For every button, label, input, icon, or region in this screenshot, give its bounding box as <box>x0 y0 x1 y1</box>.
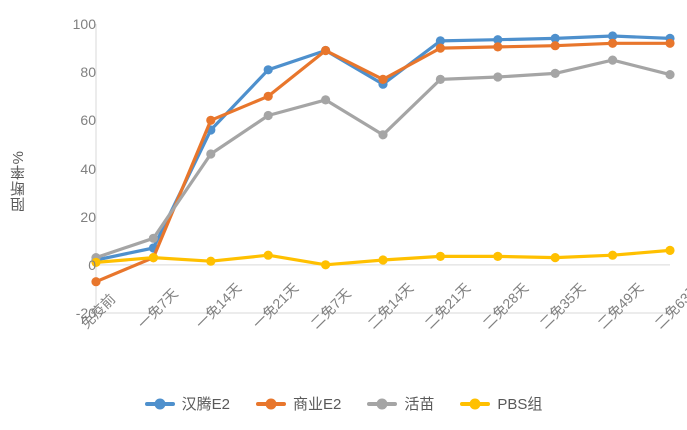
y-axis-tick-label: 40 <box>80 160 96 177</box>
data-point <box>493 72 503 82</box>
data-point <box>321 95 331 105</box>
data-point <box>206 256 216 266</box>
data-point <box>206 149 216 159</box>
data-point <box>550 41 560 51</box>
chart-series <box>91 38 675 287</box>
y-axis-tick-labels: -20 0 20 40 60 80 100 <box>0 0 96 430</box>
data-point <box>148 233 158 243</box>
data-point <box>493 35 503 45</box>
axis-lines <box>95 24 670 314</box>
data-point <box>493 42 503 52</box>
data-point <box>206 115 216 125</box>
legend-item[interactable]: 商业E2 <box>255 393 342 414</box>
legend-swatch <box>367 401 398 406</box>
data-point <box>435 74 445 84</box>
data-point <box>550 253 560 263</box>
legend-swatch <box>460 401 491 406</box>
y-axis-tick-label: 20 <box>80 208 96 225</box>
data-point <box>91 257 101 267</box>
data-point <box>435 36 445 46</box>
data-point <box>321 260 331 270</box>
data-point <box>263 110 273 121</box>
y-axis-tick-label: 100 <box>72 16 96 32</box>
legend-item[interactable]: 活苗 <box>367 393 434 414</box>
y-axis-tick-label: -20 <box>75 305 96 321</box>
legend-swatch <box>255 401 286 406</box>
data-point <box>148 253 158 263</box>
data-point <box>608 31 618 41</box>
legend-label: 汉腾E2 <box>181 396 230 413</box>
y-axis-tick-label: 80 <box>80 64 96 81</box>
data-point <box>608 38 618 48</box>
legend-label: 活苗 <box>404 396 435 413</box>
legend-item[interactable]: 汉腾E2 <box>144 393 230 414</box>
legend-item[interactable]: PBS组 <box>460 393 542 414</box>
legend-label: 商业E2 <box>292 396 342 413</box>
data-point <box>263 65 273 75</box>
data-point <box>665 38 675 48</box>
data-point <box>435 251 445 261</box>
data-point <box>608 250 618 260</box>
data-point <box>550 68 560 78</box>
data-point <box>91 277 101 287</box>
chart-series <box>91 245 675 270</box>
chart-legend: 汉腾E2 商业E2 活苗 PBS组 <box>0 393 687 414</box>
data-point <box>321 45 331 56</box>
data-point <box>665 245 675 255</box>
data-point <box>263 91 273 101</box>
data-point <box>608 55 618 65</box>
data-point <box>378 255 388 265</box>
data-point <box>665 70 675 80</box>
data-point <box>263 250 273 260</box>
y-axis-tick-label: 0 <box>88 256 96 273</box>
data-point <box>435 43 445 53</box>
legend-label: PBS组 <box>497 396 543 413</box>
data-point <box>378 130 388 140</box>
y-axis-tick-label: 60 <box>80 112 96 129</box>
legend-swatch <box>144 401 175 406</box>
data-point <box>550 33 560 44</box>
data-point <box>378 74 388 84</box>
data-point <box>493 251 503 261</box>
